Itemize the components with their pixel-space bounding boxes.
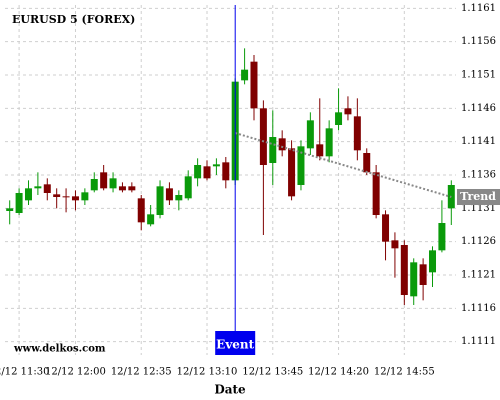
candle-body (184, 176, 192, 199)
candle-body (62, 196, 70, 198)
x-tick-label: 12/12 14:55 (374, 367, 435, 378)
trend-label-box (457, 189, 500, 205)
candle-body (429, 250, 437, 273)
x-tick-label: 12/12 12:35 (111, 367, 172, 378)
y-tick-label: 1.1131 (461, 203, 496, 214)
candle-body (410, 262, 418, 297)
candle-body (419, 264, 427, 285)
candle-body (128, 186, 136, 191)
candle-body (203, 166, 211, 179)
candle-body (71, 196, 79, 201)
candle-body (147, 214, 155, 225)
candle-body (306, 120, 314, 149)
candle-body (278, 138, 286, 151)
candle-body (400, 245, 408, 295)
candle-body (24, 188, 32, 201)
candle-body (53, 194, 61, 197)
candle-body (118, 186, 126, 191)
candle-body (109, 178, 117, 189)
candle-body (297, 146, 305, 185)
candle-body (363, 153, 371, 173)
candle-body (353, 116, 361, 151)
candle-body (250, 61, 258, 109)
y-tick-label: 1.1116 (461, 303, 496, 314)
overlay: 1.1111 1.1116 1.1121 1.1126 1.1131 1.1136 1.11… (0, 3, 500, 378)
candle-body (137, 198, 145, 223)
candle-body (259, 108, 267, 165)
x-axis-label: Date (214, 383, 246, 397)
candle-body (382, 214, 390, 242)
trend-line (234, 132, 452, 198)
candle-body (438, 223, 446, 251)
y-tick-label: 1.1156 (461, 36, 496, 47)
y-tick-label: 1.1121 (461, 270, 496, 281)
trend-label: Trend (460, 190, 496, 203)
x-tick-label: 12/12 13:10 (177, 367, 238, 378)
y-tick-label: 1.1146 (461, 103, 496, 114)
y-tick-label: 1.1111 (461, 336, 496, 347)
candle-body (335, 112, 343, 125)
x-tick-label: 12/12 14:20 (308, 367, 369, 378)
candle-body (81, 192, 89, 201)
candle-body (212, 164, 220, 167)
candle-body (194, 165, 202, 179)
candle-body (175, 195, 183, 201)
candle-body (156, 186, 164, 215)
candle-body (43, 184, 51, 193)
candle-body (34, 186, 42, 189)
y-tick-label: 1.1151 (461, 70, 496, 81)
y-tick-label: 1.1141 (461, 136, 496, 147)
x-tick-label: 12/12 11:30 (0, 367, 50, 378)
watermark: www.delkos.com (13, 344, 106, 355)
y-tick-label: 1.1136 (461, 170, 496, 181)
candle-body (6, 208, 14, 211)
candle-body (344, 108, 352, 115)
candle-body (325, 128, 333, 157)
candle-body (391, 240, 399, 249)
candle-body (316, 144, 324, 157)
event-label: Event (216, 338, 254, 352)
candle-body (15, 193, 23, 213)
candle-body (241, 69, 249, 81)
chart-title: EURUSD 5 (FOREX) (12, 13, 135, 26)
candle-body (165, 188, 173, 201)
candle-body (372, 172, 380, 215)
candle-body (90, 179, 98, 191)
candle-body (269, 137, 277, 163)
candle-body (288, 148, 296, 197)
x-tick-label: 12/12 13:45 (242, 367, 303, 378)
candle-body (222, 162, 230, 181)
event-label-box (215, 331, 256, 355)
x-tick-label: 12/12 12:00 (45, 367, 106, 378)
candle-body (100, 172, 108, 189)
y-tick-label: 1.1126 (461, 236, 496, 247)
y-tick-label: 1.1161 (461, 3, 496, 14)
